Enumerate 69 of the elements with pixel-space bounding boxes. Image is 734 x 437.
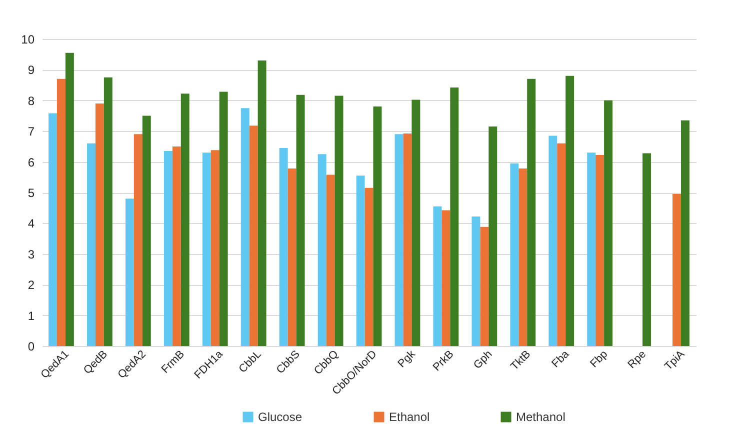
bar	[87, 143, 96, 346]
legend-label: Ethanol	[389, 410, 430, 424]
bar	[164, 151, 172, 346]
x-tick-label: TktB	[508, 348, 534, 373]
bar	[642, 153, 651, 346]
x-tick-label: Gph	[471, 348, 495, 372]
bar	[125, 198, 134, 346]
y-tick-label: 4	[28, 216, 35, 231]
bar	[296, 94, 305, 346]
legend-label: Methanol	[516, 410, 566, 424]
bar	[258, 60, 266, 346]
bar	[202, 152, 211, 346]
bar	[172, 146, 181, 346]
y-tick-label: 6	[28, 155, 35, 170]
y-tick-label: 1	[28, 308, 35, 323]
bar	[57, 78, 66, 346]
bar	[334, 96, 344, 346]
bar	[249, 126, 258, 346]
bar	[142, 116, 151, 346]
bar	[557, 143, 566, 346]
bar	[240, 108, 250, 346]
bar	[134, 134, 142, 346]
bar	[104, 77, 112, 346]
y-tick-label: 2	[28, 278, 35, 292]
bar	[548, 136, 558, 346]
bar	[326, 174, 335, 346]
bar	[318, 154, 326, 346]
bar	[488, 126, 498, 346]
bar	[510, 163, 519, 346]
bar	[394, 134, 404, 346]
y-tick-label: 8	[28, 94, 35, 108]
bar	[373, 106, 382, 346]
bar	[480, 226, 489, 346]
bar	[472, 216, 480, 346]
bar	[356, 176, 365, 346]
bar	[442, 210, 450, 346]
bar	[596, 155, 604, 346]
bar	[518, 168, 528, 346]
bar	[65, 52, 74, 346]
bar	[48, 113, 58, 346]
bar	[288, 168, 296, 346]
bar	[364, 188, 374, 346]
bar	[279, 148, 288, 346]
y-tick-label: 0	[28, 340, 35, 354]
x-tick-label: Pgk	[396, 348, 418, 370]
bar	[680, 120, 690, 346]
bar	[403, 134, 412, 346]
bar	[450, 88, 459, 346]
bar	[95, 103, 104, 346]
bar	[527, 78, 536, 346]
x-tick-label: Rpe	[626, 348, 649, 372]
y-tick-label: 3	[28, 247, 35, 262]
y-tick-label: 7	[28, 124, 35, 139]
bar	[219, 92, 228, 346]
bar	[566, 76, 574, 346]
x-tick-label: Fbp	[588, 348, 610, 370]
y-tick-label: 9	[28, 63, 35, 78]
bar	[180, 94, 190, 346]
y-tick-label: 10	[21, 32, 35, 46]
y-tick-label: 5	[28, 186, 35, 200]
bar	[210, 150, 220, 346]
x-tick-label: TpiA	[662, 348, 688, 373]
bar	[587, 152, 596, 346]
x-tick-label: Fba	[550, 348, 572, 370]
bar	[604, 100, 613, 346]
bar	[672, 194, 681, 346]
bar	[412, 100, 420, 346]
legend-label: Glucose	[258, 410, 302, 424]
bar	[433, 206, 442, 346]
